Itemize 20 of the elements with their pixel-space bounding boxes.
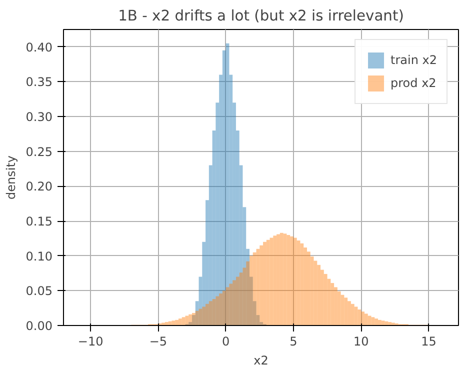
y-tick-label: 0.05	[26, 284, 52, 298]
y-tick-label: 0.00	[26, 319, 52, 333]
y-tick-label: 0.35	[26, 75, 52, 90]
y-axis-title: density	[4, 156, 18, 200]
x-tick-label: −5	[149, 334, 168, 348]
legend-label: train x2	[390, 53, 437, 67]
legend-label: prod x2	[390, 76, 436, 90]
x-tick-label: −10	[78, 334, 104, 348]
y-tick-label: 0.40	[26, 40, 52, 54]
y-tick-label: 0.25	[26, 144, 52, 159]
x-tick-label: 10	[353, 334, 369, 348]
x-axis-title: x2	[254, 354, 268, 368]
x-tick-label: 5	[290, 334, 298, 348]
chart-title: 1B - x2 drifts a lot (but x2 is irrelevant)	[118, 8, 404, 24]
y-tick-label: 0.20	[26, 180, 52, 194]
x-tick-label: 0	[222, 334, 230, 348]
y-tick-label: 0.30	[26, 110, 52, 124]
y-tick-label: 0.15	[26, 214, 52, 229]
y-tick-label: 0.10	[26, 249, 52, 264]
x-tick-label: 15	[421, 334, 436, 348]
